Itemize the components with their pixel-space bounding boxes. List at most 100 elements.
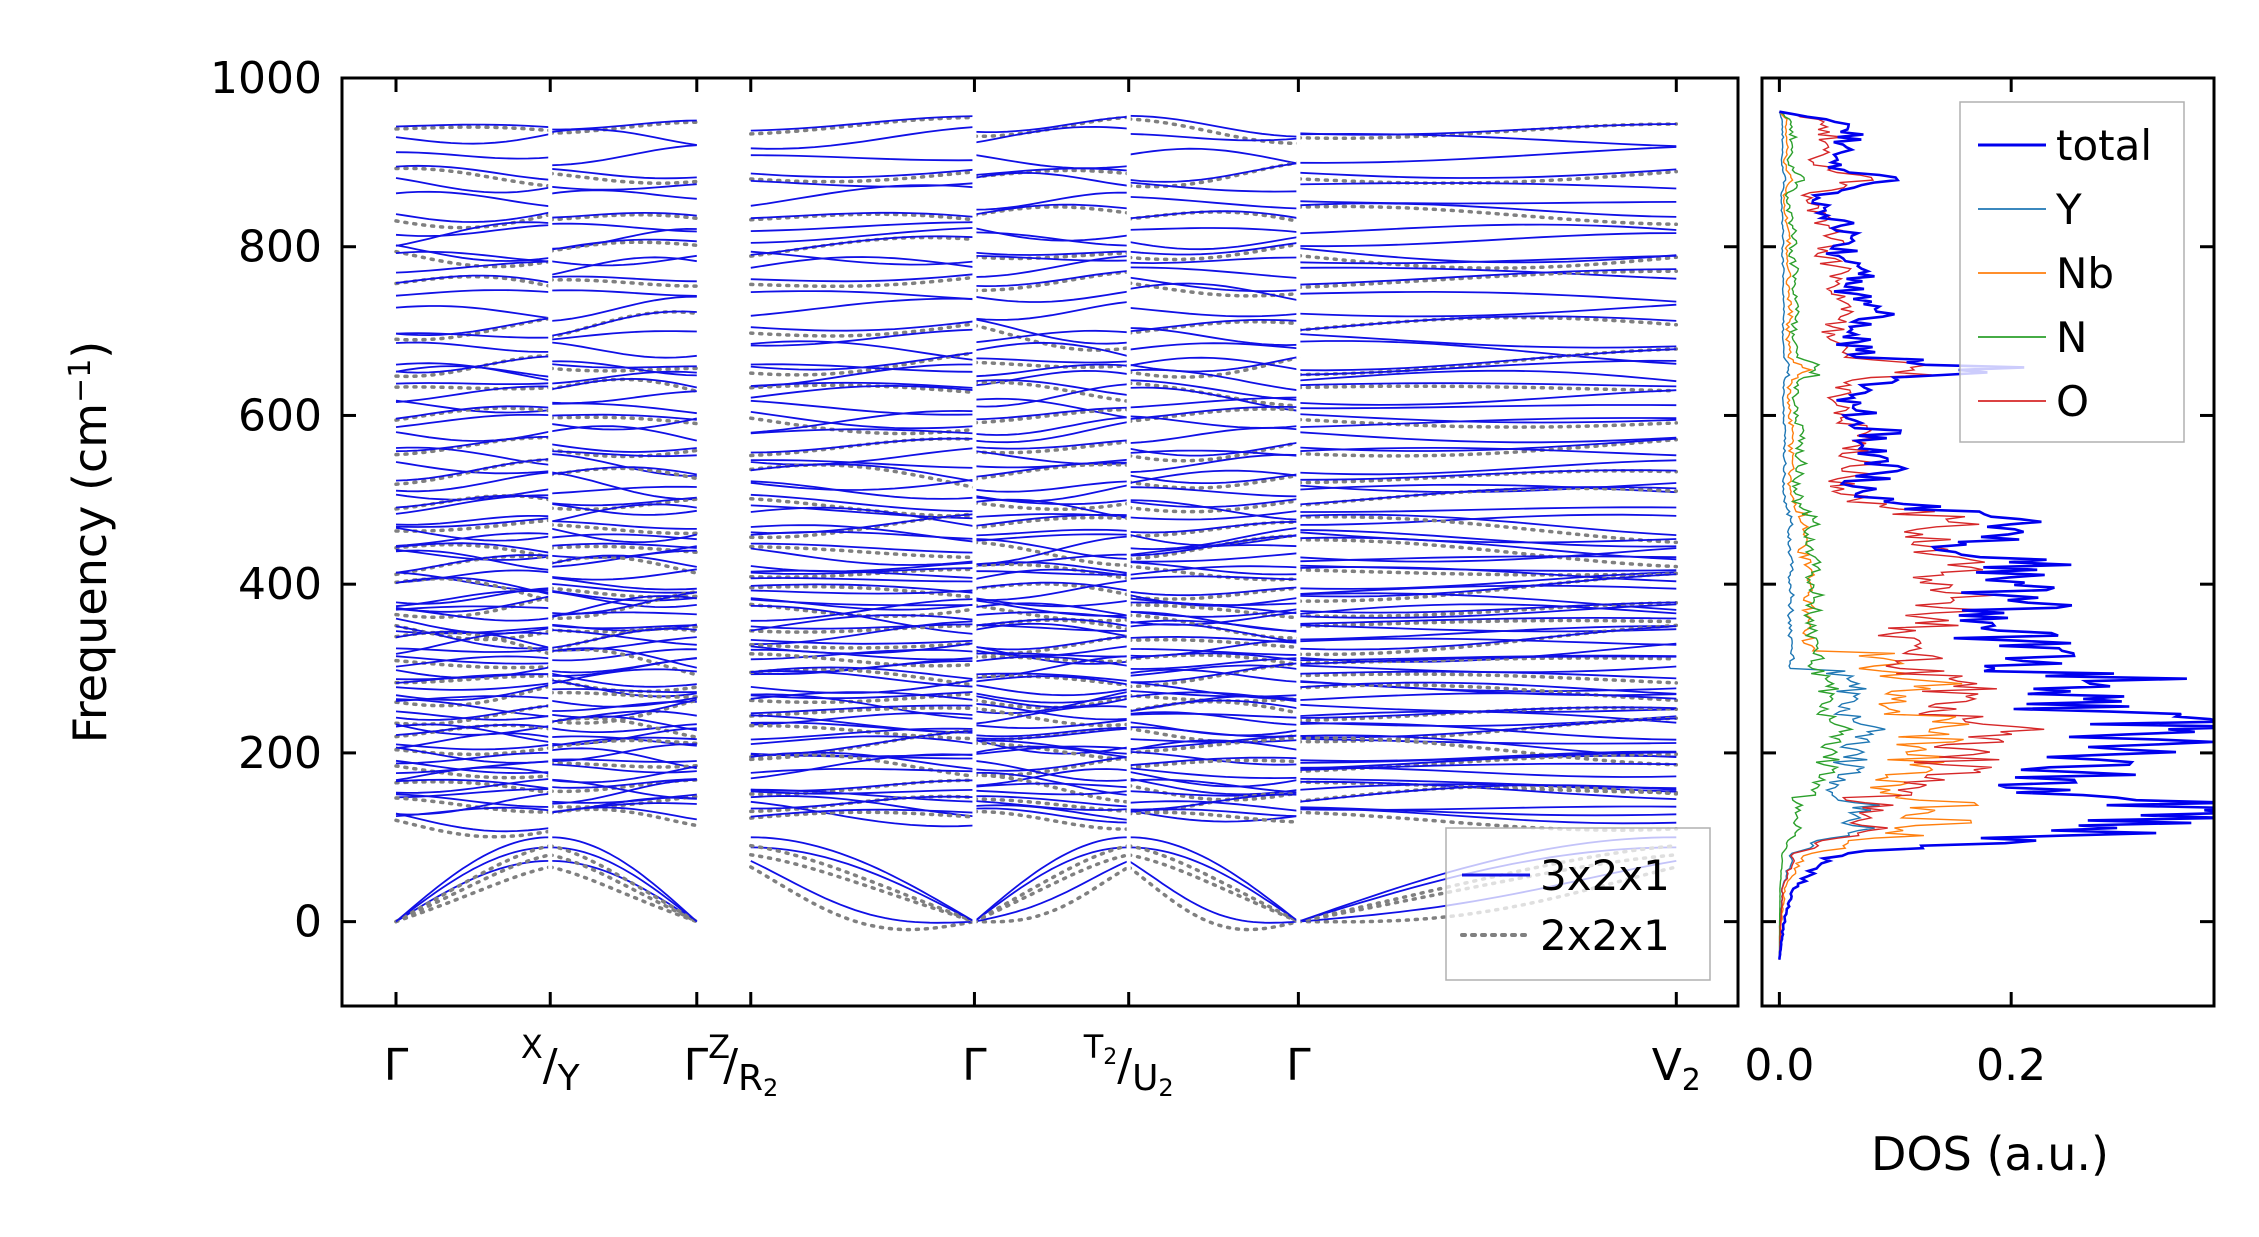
- acoustic-branch-2x2x1: [972, 843, 1131, 924]
- band-3x2x1: [395, 274, 551, 284]
- band-3x2x1: [974, 255, 1129, 278]
- band-3x2x1: [974, 568, 1129, 581]
- band-3x2x1: [1128, 770, 1299, 788]
- band-3x2x1: [1128, 527, 1299, 551]
- band-3x2x1: [395, 494, 551, 515]
- band-3x2x1: [974, 702, 1129, 721]
- band-2x2x1: [749, 170, 977, 184]
- band-3x2x1: [974, 705, 1129, 725]
- band-3x2x1: [1298, 359, 1677, 376]
- band-3x2x1: [1128, 808, 1299, 818]
- band-3x2x1: [974, 341, 1129, 358]
- band-2x2x1: [972, 270, 1131, 293]
- band-3x2x1: [750, 721, 975, 734]
- band-3x2x1: [550, 144, 697, 167]
- band-3x2x1: [395, 625, 551, 650]
- band-2x2x1: [972, 706, 1131, 728]
- band-2x2x1: [1126, 473, 1301, 490]
- band-3x2x1: [550, 450, 697, 458]
- band-3x2x1: [395, 382, 551, 386]
- acoustic-branch-3x2x1: [395, 836, 551, 923]
- kpoint-label: T2/U2: [1083, 1028, 1174, 1102]
- band-3x2x1: [750, 648, 975, 661]
- band-3x2x1: [395, 576, 551, 596]
- band-2x2x1: [394, 674, 552, 685]
- band-3x2x1: [974, 329, 1129, 344]
- band-2x2x1: [548, 647, 699, 677]
- band-2x2x1: [394, 796, 552, 814]
- band-2x2x1: [749, 794, 977, 814]
- band-3x2x1: [974, 115, 1129, 134]
- band-3x2x1: [750, 666, 975, 681]
- band-3x2x1: [550, 377, 697, 391]
- band-3x2x1: [1128, 499, 1299, 521]
- band-2x2x1: [749, 322, 977, 338]
- band-3x2x1: [395, 317, 551, 337]
- band-3x2x1: [974, 692, 1129, 704]
- band-3x2x1: [395, 332, 551, 339]
- band-3x2x1: [1128, 256, 1299, 265]
- dos-x-tick-label: 0.2: [1976, 1040, 2046, 1091]
- band-3x2x1: [550, 527, 697, 544]
- path-gap: [699, 82, 749, 1002]
- band-3x2x1: [750, 273, 975, 283]
- band-3x2x1: [395, 549, 551, 571]
- acoustic-branch-3x2x1: [1128, 860, 1299, 924]
- band-3x2x1: [750, 795, 975, 818]
- band-2x2x1: [1296, 672, 1679, 685]
- band-2x2x1: [749, 584, 977, 599]
- band-2x2x1: [394, 406, 552, 422]
- band-3x2x1: [550, 466, 697, 476]
- band-2x2x1: [1296, 538, 1679, 569]
- band-3x2x1: [750, 597, 975, 611]
- acoustic-branch-3x2x1: [550, 846, 698, 923]
- band-2x2x1: [972, 323, 1131, 352]
- band-2x2x1: [548, 586, 699, 599]
- band-3x2x1: [750, 704, 975, 715]
- band-3x2x1: [974, 191, 1129, 211]
- band-2x2x1: [548, 544, 699, 555]
- band-3x2x1: [974, 745, 1129, 759]
- segment-dividers: [548, 82, 1301, 1002]
- y-tick-label: 200: [238, 728, 322, 779]
- band-3x2x1: [1128, 510, 1299, 521]
- band-2x2x1: [548, 698, 699, 725]
- band-3x2x1: [750, 320, 975, 332]
- band-3x2x1: [974, 416, 1129, 436]
- band-3x2x1: [750, 227, 975, 244]
- band-3x2x1: [974, 804, 1129, 821]
- band-3x2x1: [1128, 756, 1299, 767]
- band-3x2x1: [750, 735, 975, 745]
- band-2x2x1: [1126, 810, 1301, 824]
- band-3x2x1: [750, 211, 975, 220]
- band-2x2x1: [1296, 736, 1679, 767]
- band-2x2x1: [972, 809, 1131, 831]
- band-3x2x1: [1128, 449, 1299, 457]
- band-2x2x1: [972, 773, 1131, 804]
- y-tick-label: 600: [238, 390, 322, 441]
- band-3x2x1: [750, 513, 975, 534]
- band-3x2x1: [1298, 340, 1677, 365]
- band-3x2x1: [1298, 531, 1677, 544]
- band-3x2x1: [1128, 210, 1299, 220]
- band-3x2x1: [395, 554, 551, 574]
- dos-curve-nb: [1778, 111, 1980, 960]
- acoustic-branch-2x2x1: [1126, 865, 1301, 932]
- band-3x2x1: [1298, 655, 1677, 666]
- band-3x2x1: [750, 428, 975, 435]
- band-3x2x1: [395, 305, 551, 319]
- band-3x2x1: [1128, 327, 1299, 347]
- band-3x2x1: [974, 782, 1129, 789]
- band-3x2x1: [395, 759, 551, 774]
- band-2x2x1: [1126, 613, 1301, 640]
- band-3x2x1: [1128, 266, 1299, 279]
- band-2x2x1: [1296, 384, 1679, 393]
- band-3x2x1: [550, 758, 697, 763]
- band-3x2x1: [395, 250, 551, 263]
- band-3x2x1: [974, 756, 1129, 772]
- band-3x2x1: [750, 221, 975, 232]
- band-3x2x1: [1298, 750, 1677, 762]
- band-3x2x1: [1128, 552, 1299, 563]
- band-3x2x1: [395, 630, 551, 649]
- band-3x2x1: [974, 301, 1129, 321]
